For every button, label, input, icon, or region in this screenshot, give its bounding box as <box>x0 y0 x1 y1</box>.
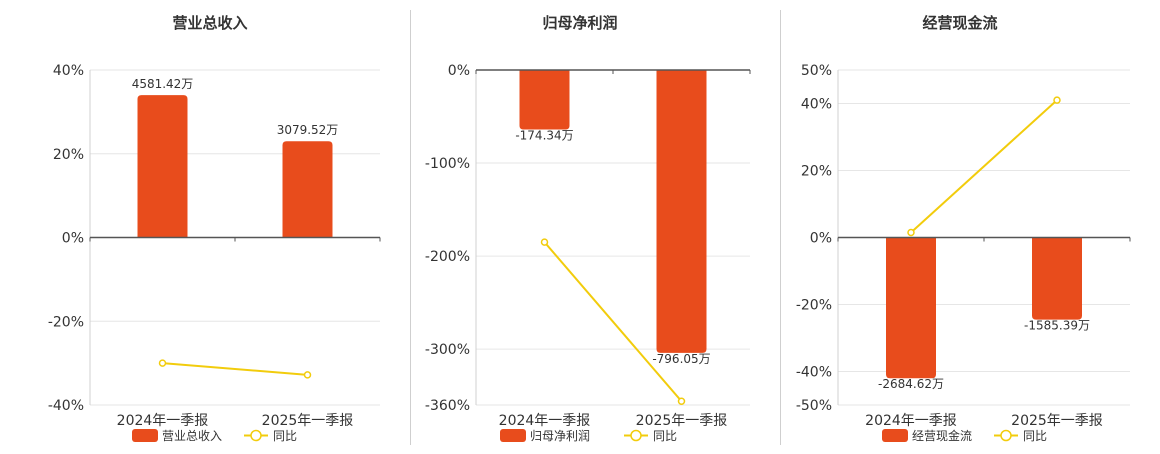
y-tick-label: 20% <box>53 147 84 163</box>
line-point <box>540 238 549 246</box>
y-tick-label: -360% <box>425 398 470 414</box>
y-tick-label: 20% <box>801 164 832 180</box>
bar-data-label: 4581.42万 <box>132 77 194 91</box>
x-tick-label: 2024年一季报 <box>117 413 209 429</box>
chart-panel-cash-flow: 经营现金流 50% 40% 20% 0% -20% -40% -50% -2684.62万 -1… <box>770 0 1150 450</box>
line-point <box>1053 96 1061 104</box>
y-tick-label: 40% <box>801 97 832 113</box>
x-tick-label: 2024年一季报 <box>499 413 591 429</box>
line-point <box>158 359 167 367</box>
y-tick-label: -40% <box>796 365 832 381</box>
legend-bar-swatch <box>882 429 908 442</box>
y-tick-label: 0% <box>448 63 470 79</box>
bar <box>519 70 570 130</box>
y-tick-label: 0% <box>810 231 832 247</box>
y-tick-label: -200% <box>425 249 470 265</box>
legend-line-marker <box>630 429 642 442</box>
legend-label: 营业总收入 <box>162 429 222 443</box>
bar <box>886 237 936 379</box>
bar <box>282 141 333 238</box>
bar <box>137 95 188 238</box>
legend-label: 同比 <box>653 429 677 443</box>
bar-data-label: -174.34万 <box>515 129 573 143</box>
chart-title: 归母净利润 <box>542 14 618 32</box>
chart-svg: 50% 40% 20% 0% -20% -40% -50% -2684.62万 -1585.39… <box>796 63 1131 443</box>
legend-label: 同比 <box>273 429 297 443</box>
bar <box>1032 237 1082 320</box>
legend-label: 经营现金流 <box>912 428 972 443</box>
y-tick-label: 40% <box>53 63 84 79</box>
line-point <box>303 371 312 379</box>
legend-label: 同比 <box>1023 429 1047 443</box>
y-tick-label: 0% <box>62 231 84 247</box>
bar <box>656 70 707 353</box>
y-tick-label: -40% <box>48 398 84 414</box>
series-line <box>910 99 1058 234</box>
legend-line-marker <box>250 429 262 442</box>
chart-title: 营业总收入 <box>172 14 248 32</box>
panel-divider <box>410 10 411 445</box>
bar-data-label: -796.05万 <box>652 352 710 366</box>
chart-svg: 0% -100% -200% -300% -360% -174.34万 -796.05万 20… <box>425 63 751 443</box>
legend-label: 归母净利润 <box>530 429 590 443</box>
bar-data-label: -2684.62万 <box>878 377 944 391</box>
series-line <box>543 241 683 402</box>
bar-data-label: -1585.39万 <box>1024 319 1090 333</box>
x-tick-label: 2024年一季报 <box>865 413 957 429</box>
bar-data-label: 3079.52万 <box>277 123 339 137</box>
line-point <box>907 228 915 237</box>
chart-panel-revenue: 营业总收入 40% 20% 0% -20% -40% 4581.42万 3079.52万 20… <box>20 0 400 450</box>
x-tick-label: 2025年一季报 <box>262 413 354 429</box>
legend-bar-swatch <box>132 429 158 442</box>
chart-svg: 40% 20% 0% -20% -40% 4581.42万 3079.52万 2024年一季报… <box>48 63 381 443</box>
y-tick-label: -20% <box>48 314 84 330</box>
x-tick-label: 2025年一季报 <box>1011 413 1103 429</box>
chart-title: 经营现金流 <box>922 14 998 32</box>
y-tick-label: -20% <box>796 298 832 314</box>
chart-panel-net-profit: 归母净利润 0% -100% -200% -300% -360% -174.34万 -796… <box>390 0 770 450</box>
x-tick-label: 2025年一季报 <box>636 413 728 429</box>
legend-bar-swatch <box>500 429 526 442</box>
y-tick-label: -100% <box>425 156 470 172</box>
line-point <box>677 397 686 406</box>
legend-line-marker <box>1000 429 1012 442</box>
panel-divider <box>780 10 781 445</box>
series-line <box>162 362 308 376</box>
y-tick-label: -300% <box>425 342 470 358</box>
y-tick-label: 50% <box>801 63 832 79</box>
y-tick-label: -50% <box>796 398 832 414</box>
